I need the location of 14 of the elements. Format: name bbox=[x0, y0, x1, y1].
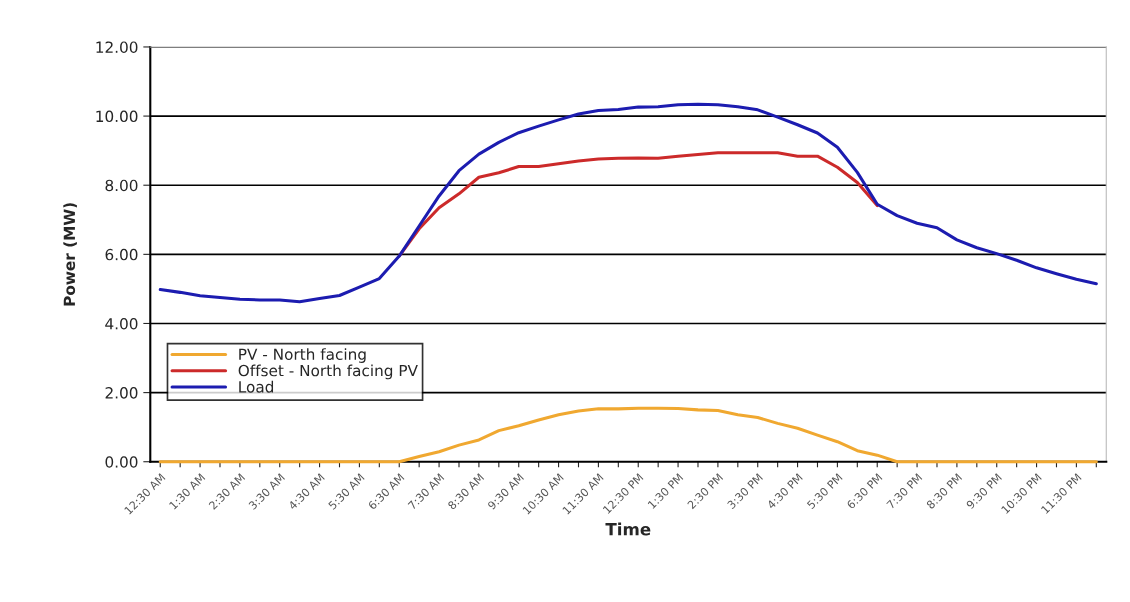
y-tick-label: 0.00 bbox=[105, 456, 138, 468]
line-series bbox=[158, 102, 1098, 304]
legend-label: PV - North facing bbox=[239, 348, 366, 363]
y-tick-label: 2.00 bbox=[105, 387, 138, 399]
y-tick-label: 4.00 bbox=[105, 317, 138, 330]
y-tick-label: 12.00 bbox=[96, 41, 138, 53]
y-tick-label: 8.00 bbox=[105, 179, 138, 192]
line-series bbox=[158, 406, 1098, 464]
y-tick-label: 10.00 bbox=[96, 110, 138, 123]
legend-label: Offset - North facing PV bbox=[238, 364, 418, 380]
y-axis-title: Power (MW) bbox=[63, 203, 77, 306]
y-tick-label: 6.00 bbox=[105, 248, 138, 261]
x-axis-title: Time bbox=[605, 522, 651, 536]
legend-label: Load bbox=[239, 380, 274, 393]
